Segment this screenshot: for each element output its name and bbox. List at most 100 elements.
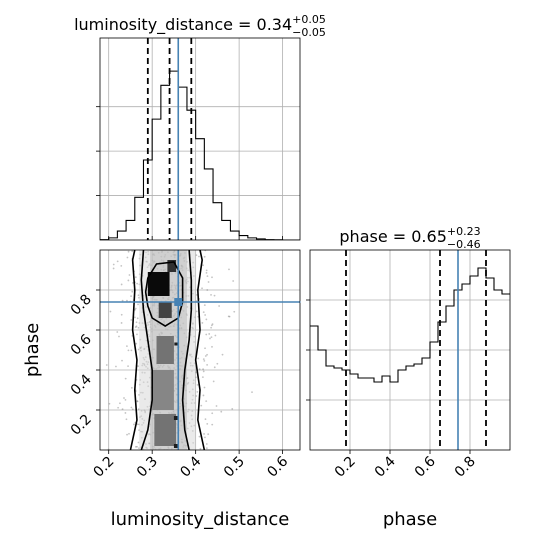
title-upper-error: +0.05 [292,13,326,26]
scatter-point [202,368,204,371]
scatter-point [131,250,134,253]
density-cell [173,444,179,448]
density-cell [152,370,174,410]
scatter-point [137,348,140,351]
x-tick-label: 0.6 [264,453,291,480]
scatter-point [201,322,204,324]
x-tick-label: 0.4 [372,453,399,480]
scatter-point [204,436,206,439]
scatter-point [206,363,209,366]
density-cell [156,336,174,364]
scatter-point [126,433,128,436]
scatter-point [130,406,133,409]
scatter-point [195,310,198,313]
scatter-point [196,391,199,393]
scatter-point [134,276,137,279]
y-tick-label: 0.4 [68,371,95,398]
scatter-point [127,349,130,352]
scatter-point [202,264,204,267]
scatter-point [78,400,80,402]
scatter-point [210,293,212,296]
scatter-point [136,400,139,403]
scatter-point [134,307,137,310]
scatter-point [221,353,224,356]
scatter-point [233,310,236,313]
contour-middle-left [140,250,153,450]
scatter-point [95,349,97,351]
scatter-point [116,260,119,263]
scatter-point [210,324,213,327]
scatter-point [131,290,134,293]
scatter-point [134,316,136,319]
contour-outer-right [194,250,206,450]
scatter-point [130,349,133,352]
scatter-point [207,433,210,436]
scatter-point [126,299,128,302]
scatter-point [206,275,209,278]
y-tick-label: 0.6 [68,331,95,358]
density-cell [174,342,178,346]
scatter-point [135,321,138,324]
scatter-point [205,318,208,321]
scatter-point [198,435,201,438]
scatter-point [210,326,213,329]
scatter-point [136,317,139,320]
x-tick-label: 0.2 [90,454,117,481]
scatter-point [206,422,209,425]
scatter-point [137,294,140,297]
scatter-point [220,410,223,413]
scatter-point [211,412,214,415]
scatter-point [116,331,119,333]
ticks [96,106,284,240]
scatter-point [120,322,123,324]
phase-histogram-panel: 0.2 0.4 0.6 0.8 phase = 0.65+0.23 −0.46 pha… [306,225,511,530]
scatter-point [137,326,140,329]
scatter-point [200,404,203,407]
scatter-point [128,274,131,276]
scatter-point [127,250,130,253]
scatter-point [123,397,125,399]
x-tick-label: 0.5 [221,454,248,481]
scatter-point [112,263,115,266]
scatter-point [136,282,139,285]
scatter-point [198,255,200,258]
scatter-point [121,299,124,302]
density-cell [167,260,177,272]
title-main: luminosity_distance = 0.34 [74,15,292,35]
scatter-point [207,281,210,283]
x-axis-label-luminosity-distance: luminosity_distance [111,509,290,530]
scatter-point [211,276,213,279]
scatter-point [215,405,218,407]
scatter-point [201,376,204,379]
scatter-point [203,304,206,307]
scatter-point [133,423,135,426]
scatter-point [109,310,112,313]
scatter-point [136,400,139,402]
density-cell [173,416,179,420]
scatter-point [118,335,120,338]
scatter-point [126,256,129,259]
density-cell [158,302,172,318]
scatter-point [228,315,231,318]
scatter-point [203,433,205,435]
scatter-point [205,443,208,445]
scatter-point [227,315,230,318]
scatter-point [206,353,208,356]
scatter-point [137,303,139,306]
scatter-point [130,386,133,389]
phase-histogram-steps [310,267,510,383]
scatter-point [134,326,137,329]
title-upper-error: +0.23 [447,225,481,238]
scatter-point [228,268,230,271]
phase-vs-luminosity-distance-panel: 0.2 0.3 0.4 0.5 0.6 0.2 0.4 0.6 0.8 luminosity_d… [22,249,301,530]
scatter-point [195,395,198,397]
scatter-point [199,447,202,450]
scatter-point [124,412,127,414]
grid [310,250,510,450]
scatter-point [208,333,211,335]
scatter-point [125,418,128,421]
scatter-point [108,402,111,405]
scatter-point [209,337,211,340]
scatter-point [112,267,115,270]
contour-inner [144,261,184,327]
